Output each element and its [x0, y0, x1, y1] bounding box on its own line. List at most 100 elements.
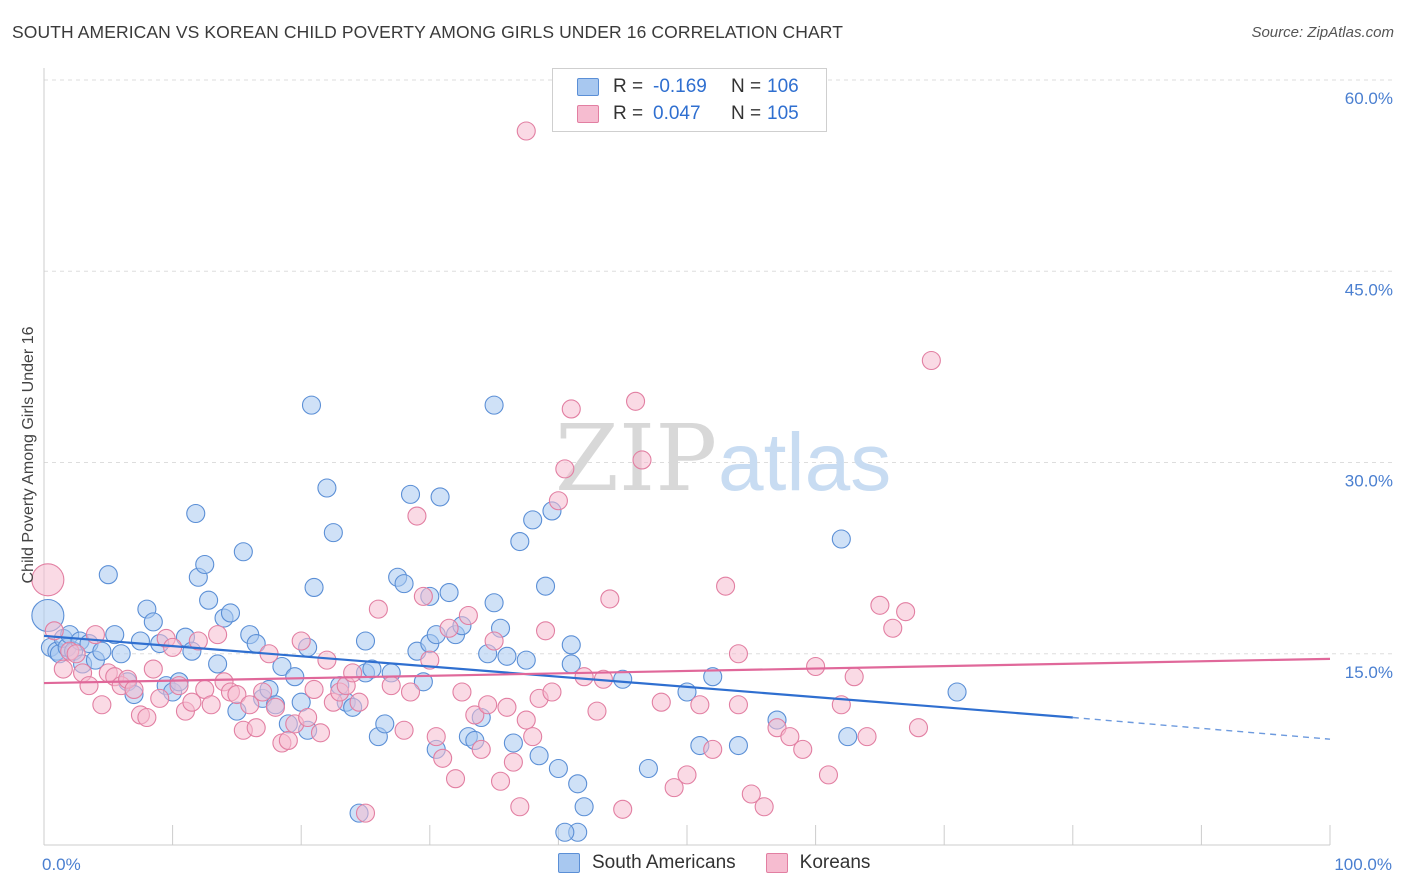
point-koreans — [516, 710, 536, 730]
chart-source: Source: ZipAtlas.com — [1251, 24, 1394, 41]
point-koreans — [677, 765, 697, 785]
legend-r-label: R = — [613, 103, 644, 124]
point-koreans — [124, 679, 144, 700]
point-koreans — [317, 650, 337, 670]
point-south-americans — [613, 669, 633, 689]
point-south-americans — [568, 774, 588, 794]
point-south-americans — [561, 635, 581, 655]
point-south-americans — [400, 484, 421, 504]
point-south-americans — [516, 650, 536, 670]
point-koreans — [201, 695, 221, 715]
point-koreans — [497, 697, 517, 717]
point-koreans — [626, 391, 646, 411]
point-koreans — [857, 727, 877, 747]
point-south-americans — [208, 654, 228, 674]
point-koreans — [465, 705, 485, 725]
y-tick-label: 30.0% — [1345, 472, 1393, 491]
point-south-americans — [233, 542, 253, 562]
point-south-americans — [186, 503, 206, 524]
point-koreans — [870, 595, 890, 615]
axis-layer — [43, 68, 1331, 846]
point-south-americans — [529, 746, 549, 766]
legend-r-value: -0.169 — [653, 76, 707, 97]
point-koreans — [587, 701, 607, 721]
point-south-americans — [947, 682, 967, 702]
point-south-americans — [111, 644, 131, 664]
point-koreans — [664, 778, 684, 798]
point-south-americans — [703, 667, 723, 687]
point-koreans — [143, 659, 163, 679]
points-layer — [31, 121, 967, 842]
bottom-legend-label: South Americans — [592, 852, 736, 873]
legend-n-value: 105 — [767, 103, 799, 124]
point-south-americans — [548, 758, 568, 779]
legend-r-value: 0.047 — [653, 103, 701, 124]
point-koreans — [535, 621, 556, 641]
point-koreans — [561, 399, 581, 419]
point-south-americans — [272, 656, 292, 677]
point-koreans — [407, 506, 427, 526]
point-koreans — [523, 727, 543, 747]
point-koreans — [150, 688, 170, 708]
point-koreans — [355, 803, 376, 823]
point-koreans — [503, 752, 523, 772]
point-koreans — [728, 695, 748, 715]
point-south-americans — [484, 593, 504, 613]
point-koreans — [883, 618, 903, 638]
y-tick-label: 15.0% — [1345, 663, 1393, 682]
point-south-americans — [497, 646, 517, 666]
point-koreans — [349, 692, 369, 712]
trend-layer — [43, 634, 1331, 740]
point-koreans — [394, 720, 414, 740]
bottom-legend: South Americans Koreans — [558, 852, 900, 874]
point-south-americans — [838, 727, 858, 747]
point-koreans — [426, 727, 446, 747]
x-tick-label: 0.0% — [42, 855, 81, 874]
legend-n-value: 106 — [767, 76, 799, 97]
point-koreans — [420, 650, 440, 670]
point-koreans — [66, 644, 86, 664]
point-koreans — [651, 692, 671, 712]
point-koreans — [445, 769, 466, 789]
point-south-americans — [831, 529, 851, 549]
watermark-atlas: atlas — [718, 417, 891, 508]
point-koreans — [921, 350, 941, 371]
point-koreans — [400, 682, 421, 702]
point-south-americans — [484, 395, 504, 415]
legend-row-south-americans: R = -0.169 N = 106 — [577, 75, 799, 99]
point-koreans — [484, 631, 504, 651]
point-koreans — [92, 695, 112, 715]
grid-layer — [44, 79, 1395, 655]
point-south-americans — [195, 554, 215, 575]
point-koreans — [182, 692, 202, 712]
point-koreans — [510, 797, 530, 817]
point-south-americans — [394, 574, 414, 594]
legend-swatch-koreans — [577, 105, 599, 123]
point-koreans — [246, 718, 266, 738]
point-south-americans — [510, 531, 530, 552]
point-south-americans — [323, 523, 343, 543]
point-koreans — [79, 676, 99, 696]
point-koreans — [908, 718, 929, 738]
legend-row-koreans: R = 0.047 N = 105 — [577, 102, 799, 126]
point-koreans — [53, 659, 73, 679]
bottom-legend-label: Koreans — [799, 852, 871, 873]
trend-extension-south-americans — [1072, 716, 1331, 740]
point-koreans — [555, 459, 575, 479]
point-koreans — [600, 589, 620, 609]
point-south-americans — [220, 603, 241, 623]
point-koreans — [471, 739, 491, 759]
point-south-americans — [555, 822, 575, 842]
point-koreans — [381, 676, 401, 696]
bottom-legend-south-americans: South Americans — [558, 852, 736, 874]
point-south-americans — [143, 612, 163, 632]
point-south-americans — [199, 590, 219, 610]
point-koreans — [278, 730, 298, 751]
bottom-legend-swatch-south-americans — [558, 853, 580, 873]
point-koreans — [793, 739, 813, 759]
point-koreans — [818, 765, 839, 785]
point-koreans — [265, 697, 286, 717]
point-south-americans — [430, 487, 450, 507]
point-koreans — [574, 667, 594, 687]
